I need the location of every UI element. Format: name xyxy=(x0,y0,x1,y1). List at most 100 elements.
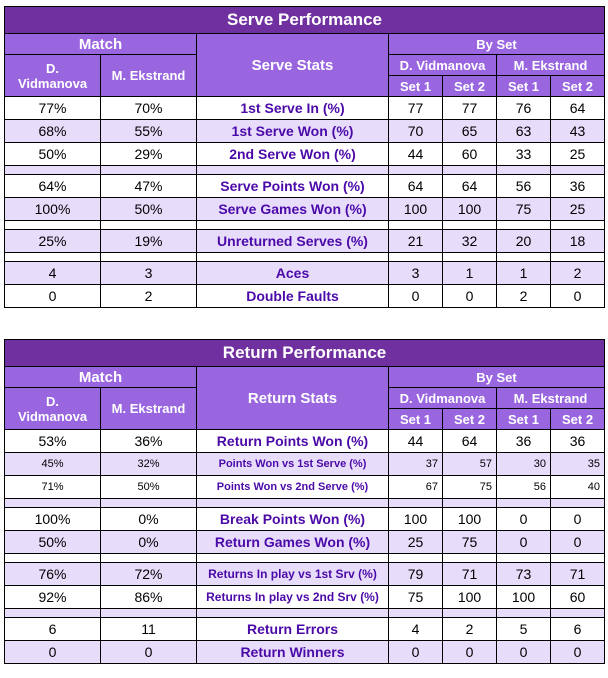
set1-p2-value: 76 xyxy=(496,96,551,120)
stat-label: Double Faults xyxy=(196,284,389,308)
serve-set1-p1: Set 1 xyxy=(388,75,443,97)
set2-p1-value: 100 xyxy=(442,585,497,609)
set2-p1-value: 100 xyxy=(442,197,497,221)
spacer-row xyxy=(4,608,606,618)
serve-table-title: Serve Performance xyxy=(3,6,606,34)
return-player2-header: M. Ekstrand xyxy=(100,387,197,430)
set2-p2-value: 40 xyxy=(549,475,606,499)
match-p1-value: 50% xyxy=(4,530,101,554)
match-p1-value: 50% xyxy=(4,142,101,166)
set1-p1-value: 100 xyxy=(388,507,443,531)
return-stats-header: Return Stats xyxy=(196,366,389,430)
set2-p1-value: 75 xyxy=(442,475,497,499)
match-p2-value: 47% xyxy=(100,174,197,198)
return-performance-table: Return Performance Match Return Stats By… xyxy=(3,339,606,664)
set2-p1-value: 60 xyxy=(442,142,497,166)
set2-p1-value: 100 xyxy=(442,507,497,531)
stat-label: Returns In play vs 2nd Srv (%) xyxy=(196,585,389,609)
set1-p1-value: 44 xyxy=(388,429,443,453)
return-row: 0 0 Return Winners 0 0 0 0 xyxy=(4,640,606,664)
return-row: 53% 36% Return Points Won (%) 44 64 36 3… xyxy=(4,429,606,453)
serve-byset-header: By Set xyxy=(387,33,606,55)
stat-label: Return Winners xyxy=(196,640,389,664)
set2-p1-value: 65 xyxy=(442,119,497,143)
set1-p2-value: 63 xyxy=(496,119,551,143)
set2-p2-value: 25 xyxy=(549,142,606,166)
return-subrow: 45% 32% Points Won vs 1st Serve (%) 37 5… xyxy=(4,452,606,476)
set1-p1-value: 4 xyxy=(388,617,443,641)
match-p2-value: 36% xyxy=(100,429,197,453)
serve-byset-player1: D. Vidmanova xyxy=(388,54,497,76)
match-p2-value: 72% xyxy=(100,562,197,586)
set1-p1-value: 64 xyxy=(388,174,443,198)
set2-p1-value: 0 xyxy=(442,284,497,308)
match-p1-value: 71% xyxy=(4,475,101,499)
set1-p1-value: 0 xyxy=(388,640,443,664)
set2-p1-value: 64 xyxy=(442,429,497,453)
return-set1-p1: Set 1 xyxy=(388,408,443,430)
spacer-row xyxy=(4,252,606,262)
set2-p1-value: 64 xyxy=(442,174,497,198)
serve-row: 0 2 Double Faults 0 0 2 0 xyxy=(4,284,606,308)
player1-name-line2: Vidmanova xyxy=(17,75,88,91)
set1-p2-value: 100 xyxy=(496,585,551,609)
match-p1-value: 77% xyxy=(4,96,101,120)
serve-performance-table: Serve Performance Match Serve Stats By S… xyxy=(3,6,606,308)
serve-set2-p2: Set 2 xyxy=(549,75,606,97)
set1-p1-value: 77 xyxy=(388,96,443,120)
set2-p1-value: 75 xyxy=(442,530,497,554)
serve-row: 50% 29% 2nd Serve Won (%) 44 60 33 25 xyxy=(4,142,606,166)
set1-p1-value: 79 xyxy=(388,562,443,586)
stat-label: Unreturned Serves (%) xyxy=(196,229,389,253)
return-row: 92% 86% Returns In play vs 2nd Srv (%) 7… xyxy=(4,585,606,609)
stat-label: Serve Points Won (%) xyxy=(196,174,389,198)
match-p1-value: 92% xyxy=(4,585,101,609)
set2-p2-value: 36 xyxy=(549,174,606,198)
match-p1-value: 0 xyxy=(4,640,101,664)
match-p2-value: 2 xyxy=(100,284,197,308)
set2-p2-value: 0 xyxy=(549,507,606,531)
serve-set1-p2: Set 1 xyxy=(496,75,551,97)
spacer-row xyxy=(4,220,606,230)
match-p2-value: 50% xyxy=(100,197,197,221)
match-p1-value: 68% xyxy=(4,119,101,143)
return-subrow: 71% 50% Points Won vs 2nd Serve (%) 67 7… xyxy=(4,475,606,499)
return-set1-p2: Set 1 xyxy=(496,408,551,430)
set1-p2-value: 33 xyxy=(496,142,551,166)
set2-p1-value: 77 xyxy=(442,96,497,120)
match-p1-value: 100% xyxy=(4,507,101,531)
set2-p2-value: 0 xyxy=(549,530,606,554)
set2-p2-value: 0 xyxy=(549,640,606,664)
set1-p2-value: 73 xyxy=(496,562,551,586)
set2-p2-value: 18 xyxy=(549,229,606,253)
serve-row: 68% 55% 1st Serve Won (%) 70 65 63 43 xyxy=(4,119,606,143)
stat-label: 1st Serve Won (%) xyxy=(196,119,389,143)
match-p2-value: 0% xyxy=(100,507,197,531)
set1-p2-value: 0 xyxy=(496,530,551,554)
stat-label: Return Games Won (%) xyxy=(196,530,389,554)
set2-p2-value: 2 xyxy=(549,261,606,285)
match-p2-value: 0 xyxy=(100,640,197,664)
set1-p2-value: 30 xyxy=(496,452,551,476)
serve-row: 77% 70% 1st Serve In (%) 77 77 76 64 xyxy=(4,96,606,120)
match-p2-value: 70% xyxy=(100,96,197,120)
serve-row: 25% 19% Unreturned Serves (%) 21 32 20 1… xyxy=(4,229,606,253)
set1-p2-value: 56 xyxy=(496,475,551,499)
set2-p2-value: 64 xyxy=(549,96,606,120)
return-row: 76% 72% Returns In play vs 1st Srv (%) 7… xyxy=(4,562,606,586)
set2-p1-value: 71 xyxy=(442,562,497,586)
stat-label: Points Won vs 1st Serve (%) xyxy=(196,452,389,476)
match-p1-value: 45% xyxy=(4,452,101,476)
return-table-title: Return Performance xyxy=(3,339,606,367)
serve-byset-player2: M. Ekstrand xyxy=(495,54,606,76)
set2-p1-value: 32 xyxy=(442,229,497,253)
set1-p2-value: 1 xyxy=(496,261,551,285)
stat-label: Aces xyxy=(196,261,389,285)
stat-label: Points Won vs 2nd Serve (%) xyxy=(196,475,389,499)
serve-row: 4 3 Aces 3 1 1 2 xyxy=(4,261,606,285)
spacer-row xyxy=(4,165,606,175)
match-p1-value: 100% xyxy=(4,197,101,221)
set2-p1-value: 1 xyxy=(442,261,497,285)
set1-p1-value: 3 xyxy=(388,261,443,285)
serve-match-header: Match xyxy=(4,33,197,55)
